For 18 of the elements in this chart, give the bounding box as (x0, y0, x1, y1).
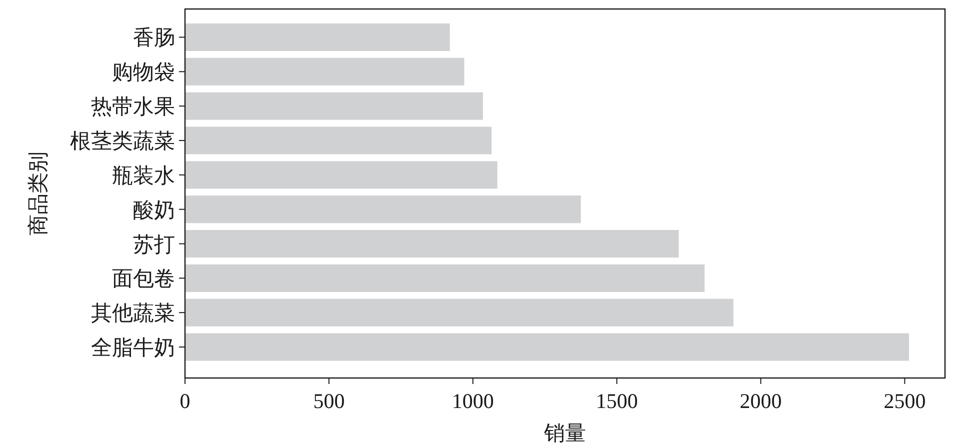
y-tick-label: 面包卷 (112, 266, 175, 291)
y-axis-title: 商品类别 (26, 152, 50, 236)
y-tick-label: 根茎类蔬菜 (70, 128, 175, 153)
y-tick-label: 瓶装水 (112, 163, 175, 188)
y-tick-label: 热带水果 (91, 94, 175, 119)
x-tick-label: 2000 (740, 389, 782, 413)
y-tick-label: 购物袋 (112, 60, 175, 84)
y-tick-label: 其他蔬菜 (91, 301, 175, 326)
x-axis-title: 销量 (543, 421, 586, 445)
x-tick-label: 2500 (884, 389, 926, 413)
y-tick-label: 苏打 (133, 232, 175, 256)
y-tick-label: 酸奶 (133, 198, 175, 222)
x-tick-label: 1500 (596, 389, 638, 413)
x-tick-label: 1000 (452, 389, 494, 413)
x-tick-label: 0 (180, 389, 190, 413)
y-tick-label: 全脂牛奶 (91, 336, 175, 360)
y-tick-label: 香肠 (133, 26, 175, 50)
x-tick-label: 500 (313, 389, 345, 413)
